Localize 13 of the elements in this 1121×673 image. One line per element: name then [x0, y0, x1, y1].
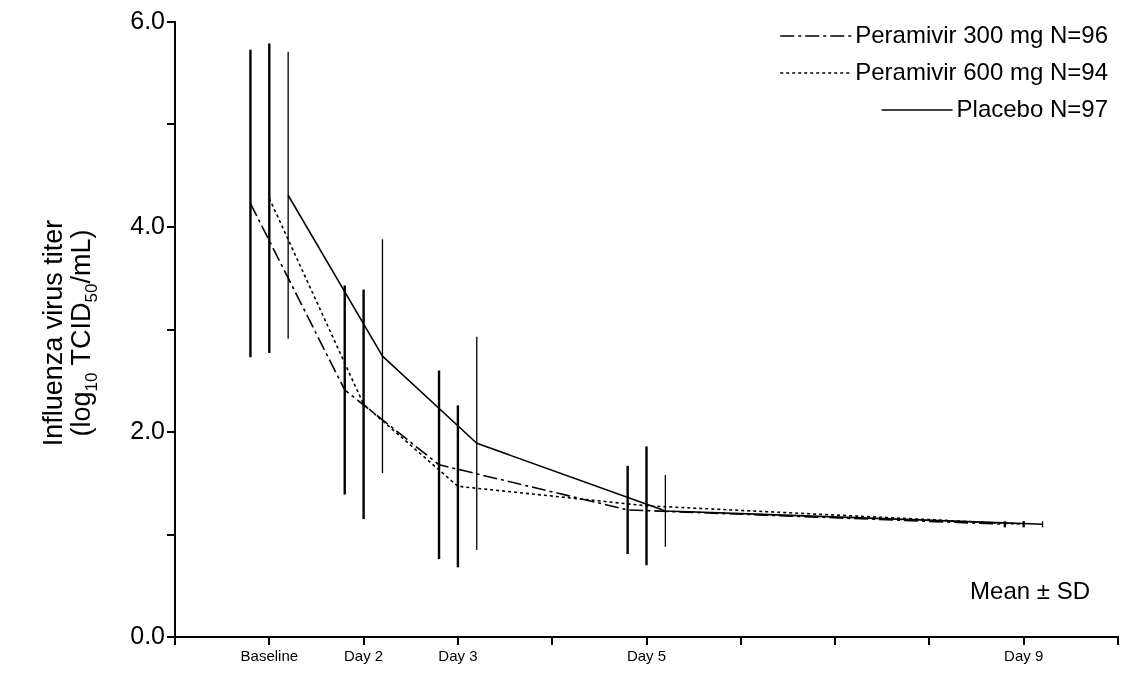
y-tick-label: 2.0 [130, 415, 165, 444]
y-tick-label: 4.0 [130, 210, 165, 239]
y-tick-label: 0.0 [130, 620, 165, 649]
x-tick-label: Day 5 [626, 647, 667, 665]
x-tick-label: Day 2 [344, 647, 384, 665]
x-tick-label: Baseline [240, 647, 299, 665]
x-tick-label: Day 3 [438, 647, 478, 665]
legend-label: Placebo N=97 [956, 94, 1109, 122]
x-tick-label: Day 9 [1004, 647, 1044, 665]
legend-label: Peramivir 300 mg N=96 [855, 20, 1109, 48]
annotation: Mean ± SD [970, 576, 1090, 604]
y-tick-label: 6.0 [130, 5, 165, 34]
legend-label: Peramivir 600 mg N=94 [855, 57, 1109, 85]
